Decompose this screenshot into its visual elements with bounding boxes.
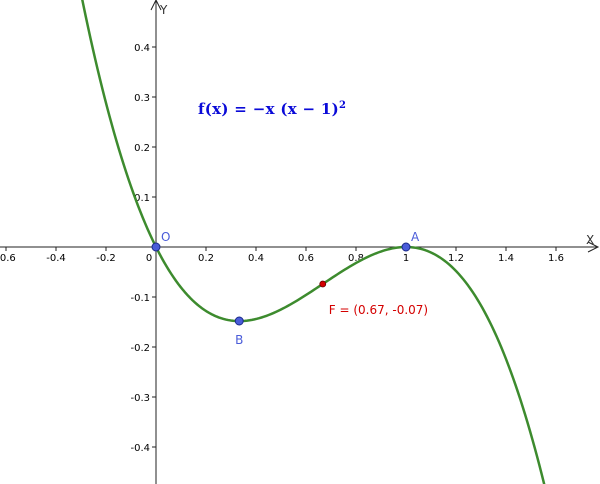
x-tick-label: 1.2 [448,253,464,264]
y-tick-label: -0.3 [130,393,150,404]
x-tick-label: 0.8 [348,253,364,264]
function-formula: f(x) = −x (x − 1)2 [198,100,346,118]
point-label-O: O [161,230,170,244]
x-tick-label: 0.4 [248,253,264,264]
y-tick-label: -0.2 [130,343,150,354]
y-axis-label: Y [159,3,168,17]
x-axis-label: X [586,233,594,247]
x-tick-label: -0.4 [46,253,66,264]
y-tick-label: -0.4 [130,443,150,454]
points-layer: O B A F = (0.67, -0.07) [151,230,428,347]
function-label-exponent: 2 [339,100,347,111]
function-curve [81,0,546,484]
x-tick-label: 0.2 [198,253,214,264]
point-label-F: F = (0.67, -0.07) [329,303,428,317]
point-label-A: A [411,230,420,244]
y-tick-label: 0.1 [134,193,150,204]
curve-layer [81,0,546,484]
y-tick-label: 0.4 [134,43,150,54]
y-tick-label: -0.1 [130,293,150,304]
point-B[interactable] [234,316,244,326]
point-A[interactable] [401,242,411,252]
origin-tick-label: 0 [146,253,152,264]
point-O[interactable] [151,242,161,252]
x-tick-label: 1.4 [498,253,514,264]
y-tick-label: 0.2 [134,143,150,154]
function-label-rhs: −x (x − 1) [252,100,340,118]
function-label-lhs: f(x) = [198,100,253,118]
y-axis-arrow [150,0,162,11]
x-tick-label: -0.6 [0,253,16,264]
point-label-B: B [235,333,243,347]
x-axis-arrow [587,241,600,253]
tick-labels: -0.6 -0.4 -0.2 0.2 0.4 0.6 0.8 1 1.2 1.4 1.6 0 0.4 0.… [0,43,564,454]
x-tick-label: -0.2 [96,253,116,264]
point-F[interactable] [319,280,327,288]
y-tick-label: 0.3 [134,93,150,104]
x-tick-label: 1 [403,253,409,264]
x-tick-label: 1.6 [548,253,564,264]
x-tick-label: 0.6 [298,253,314,264]
